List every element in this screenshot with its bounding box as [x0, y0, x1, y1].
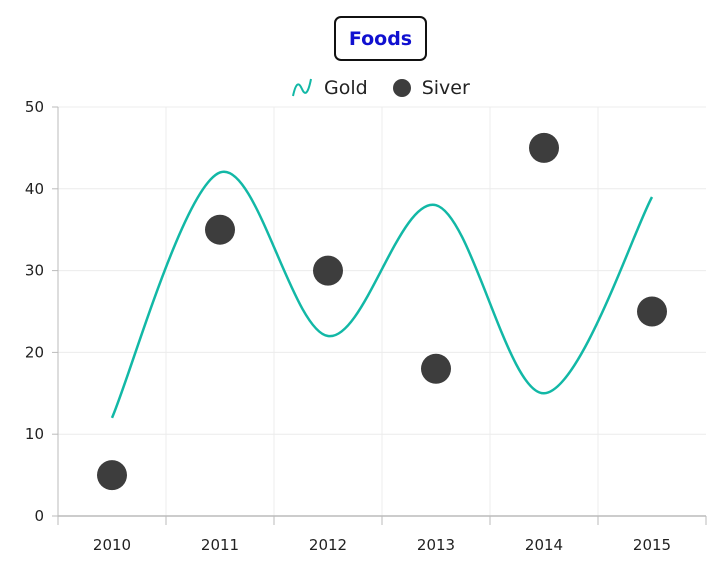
circle-marker-icon	[392, 79, 411, 97]
legend-item-siver[interactable]: Siver	[392, 77, 470, 99]
x-tick-label: 2011	[201, 536, 239, 554]
series-siver-point[interactable]	[313, 255, 343, 286]
y-tick-label: 10	[25, 425, 44, 443]
legend-label-gold: Gold	[324, 77, 368, 99]
y-axis-ticks: 0 10 20 30 40 50	[25, 98, 58, 525]
x-tick-label: 2010	[93, 536, 131, 554]
series-siver-point[interactable]	[421, 353, 451, 384]
x-tick-label: 2015	[633, 536, 671, 554]
x-tick-label: 2014	[525, 536, 563, 554]
series-siver-point[interactable]	[205, 214, 235, 245]
series-siver-point[interactable]	[97, 460, 127, 491]
series-siver-point[interactable]	[529, 132, 559, 163]
y-tick-label: 20	[25, 343, 44, 361]
y-tick-label: 0	[34, 507, 44, 525]
series-gold	[110, 170, 654, 419]
x-tick-label: 2012	[309, 536, 347, 554]
legend: Gold Siver	[290, 72, 470, 104]
x-axis-ticks: 2010 2011 2012 2013 2014 2015	[57, 516, 707, 554]
y-tick-label: 30	[25, 262, 44, 280]
y-tick-label: 40	[25, 180, 44, 198]
y-tick-label: 50	[25, 98, 44, 116]
spline-icon	[292, 78, 312, 97]
series-siver-point[interactable]	[637, 296, 667, 327]
legend-item-gold[interactable]: Gold	[290, 76, 368, 100]
series-siver	[97, 132, 667, 491]
x-tick-label: 2013	[417, 536, 455, 554]
series-gold-line[interactable]	[110, 170, 654, 419]
legend-label-siver: Siver	[421, 77, 470, 99]
grid-lines	[58, 106, 706, 516]
chart-title: Foods	[334, 16, 427, 61]
